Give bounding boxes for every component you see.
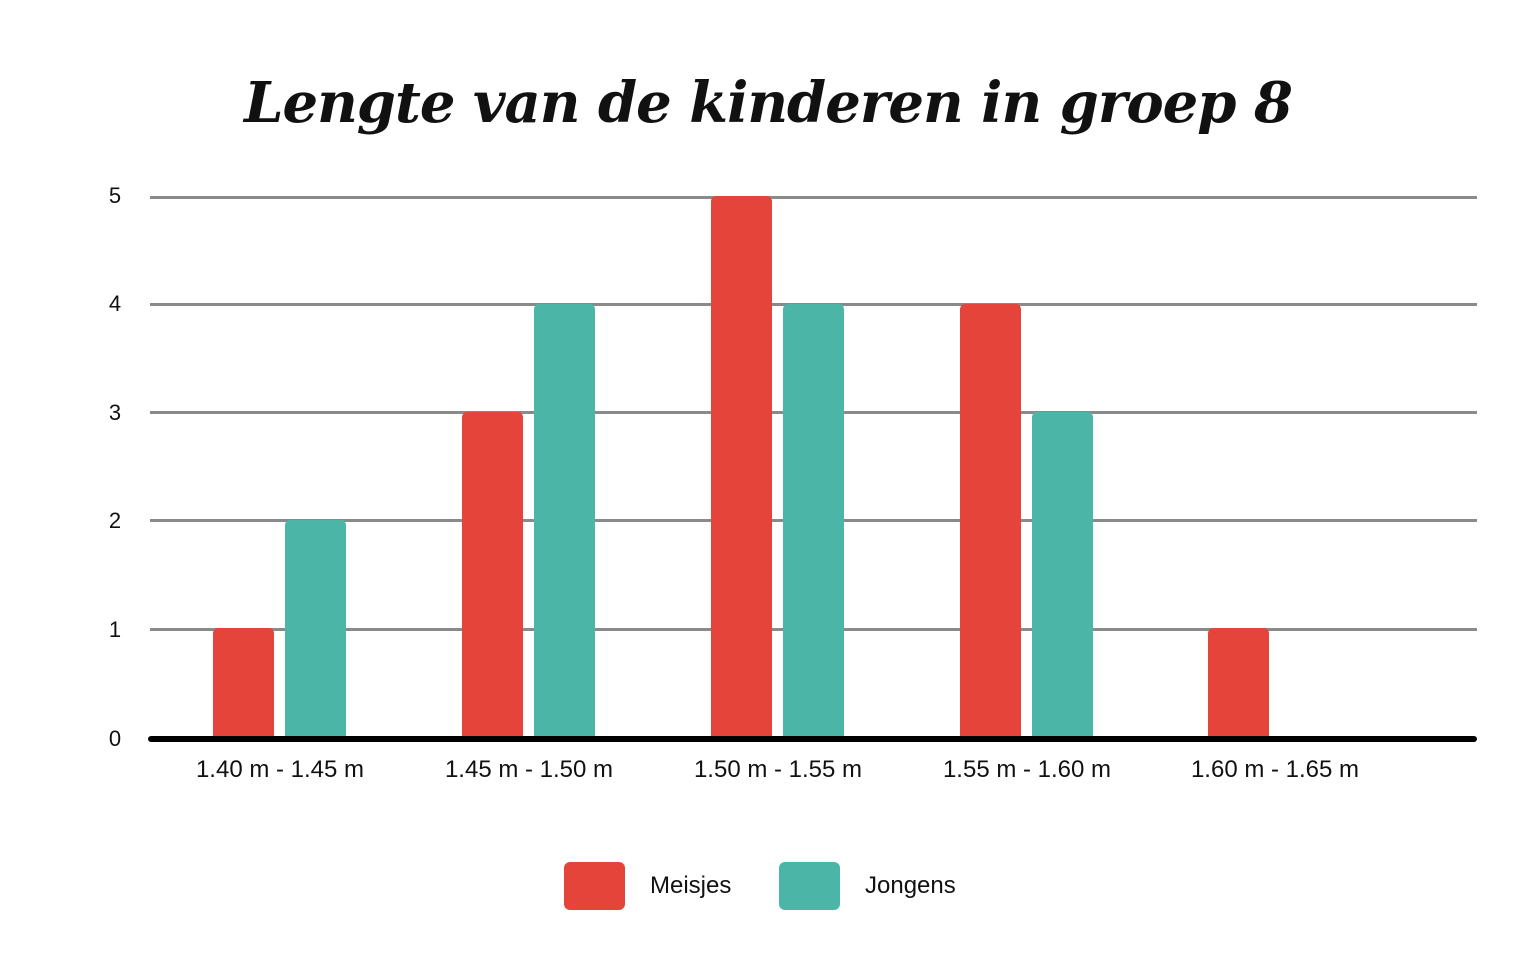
y-tick-3: 3 bbox=[108, 400, 122, 425]
legend-swatch-jongens bbox=[779, 862, 840, 910]
bar-jongens-2 bbox=[783, 304, 844, 736]
x-label-3: 1.55 m - 1.60 m bbox=[942, 756, 1112, 783]
y-tick-2: 2 bbox=[108, 508, 122, 533]
x-label-2: 1.50 m - 1.55 m bbox=[693, 756, 863, 783]
gridline-5 bbox=[150, 196, 1477, 199]
chart-title: Lengte van de kinderen in groep 8 bbox=[244, 70, 1293, 136]
plot-area bbox=[148, 196, 1477, 742]
y-tick-1: 1 bbox=[108, 617, 122, 642]
y-tick-4: 4 bbox=[108, 291, 122, 316]
y-tick-0: 0 bbox=[108, 726, 122, 751]
bar-meisjes-0 bbox=[213, 628, 274, 736]
bar-jongens-1 bbox=[534, 304, 595, 736]
x-label-4: 1.60 m - 1.65 m bbox=[1190, 756, 1360, 783]
x-label-0: 1.40 m - 1.45 m bbox=[195, 756, 365, 783]
bar-meisjes-2 bbox=[711, 196, 772, 736]
y-tick-5: 5 bbox=[108, 183, 122, 208]
bar-meisjes-1 bbox=[462, 412, 523, 736]
legend-label-jongens: Jongens bbox=[865, 872, 956, 899]
legend-item-meisjes[interactable]: Meisjes bbox=[564, 862, 731, 910]
bar-meisjes-4 bbox=[1208, 628, 1269, 736]
legend-item-jongens[interactable]: Jongens bbox=[779, 862, 956, 910]
bar-jongens-0 bbox=[285, 520, 346, 736]
legend-swatch-meisjes bbox=[564, 862, 625, 910]
bar-meisjes-3 bbox=[960, 304, 1021, 736]
legend-label-meisjes: Meisjes bbox=[650, 872, 732, 899]
x-axis-line bbox=[148, 736, 1477, 742]
x-label-1: 1.45 m - 1.50 m bbox=[444, 756, 614, 783]
bar-jongens-3 bbox=[1032, 412, 1093, 736]
